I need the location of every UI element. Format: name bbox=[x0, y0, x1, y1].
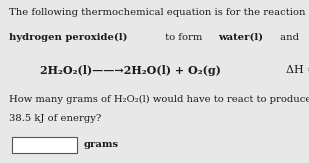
Text: water(l): water(l) bbox=[218, 33, 264, 42]
Text: and: and bbox=[277, 33, 302, 42]
Text: hydrogen peroxide(l): hydrogen peroxide(l) bbox=[9, 33, 128, 42]
Text: ΔH = -196 kJ: ΔH = -196 kJ bbox=[286, 65, 309, 75]
Text: 38.5 kJ of energy?: 38.5 kJ of energy? bbox=[9, 114, 102, 123]
FancyBboxPatch shape bbox=[12, 137, 77, 153]
Text: 2H₂O₂(l)——→2H₂O(l) + O₂(g): 2H₂O₂(l)——→2H₂O(l) + O₂(g) bbox=[40, 65, 221, 76]
Text: grams: grams bbox=[83, 140, 119, 149]
Text: How many grams of H₂O₂(l) would have to react to produce: How many grams of H₂O₂(l) would have to … bbox=[9, 95, 309, 104]
Text: The following thermochemical equation is for the reaction of: The following thermochemical equation is… bbox=[9, 8, 309, 17]
Text: to form: to form bbox=[162, 33, 206, 42]
